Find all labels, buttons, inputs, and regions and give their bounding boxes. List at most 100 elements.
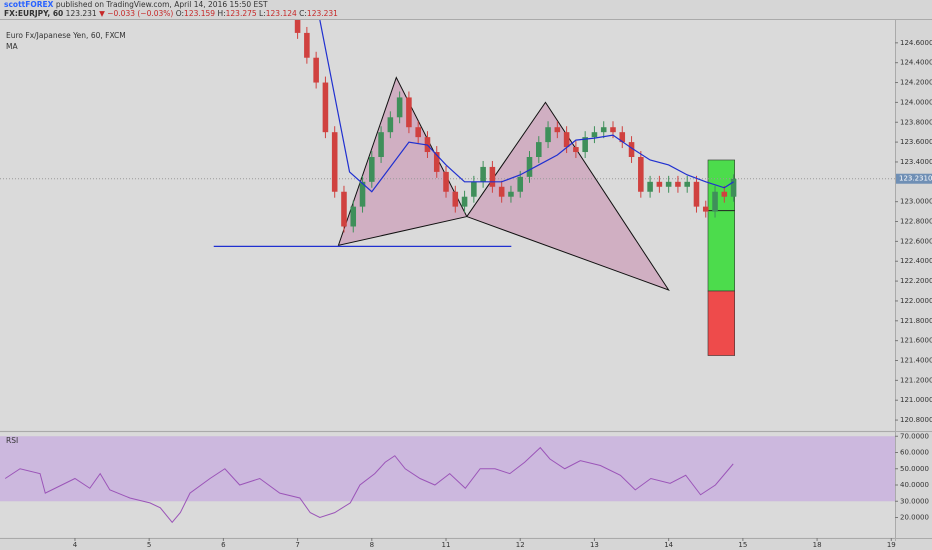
- candle-body: [563, 132, 570, 148]
- last-price-box: [896, 173, 932, 184]
- header-line: FX:EURJPY, 60 123.231 ▼ −0.033 (−0.03%) …: [4, 9, 338, 18]
- y-tick-label: 121.6000: [900, 337, 932, 345]
- x-tick-label: 5: [147, 541, 151, 549]
- candle-body: [591, 132, 598, 138]
- price-pane: [0, 20, 895, 430]
- rsi-band: [0, 436, 895, 502]
- candle-body: [665, 181, 672, 187]
- y-tick-label: 124.4000: [900, 59, 932, 67]
- candle-body: [433, 152, 440, 172]
- y-tick-label: 122.4000: [900, 257, 932, 265]
- candle-body: [628, 142, 635, 157]
- candle-body: [452, 191, 459, 207]
- x-tick-label: 12: [516, 541, 525, 549]
- last-price-label: 123.2310: [899, 175, 932, 183]
- h-label: H:: [217, 9, 226, 18]
- axes: 123.2310 120.8000 121.0000 121.2000 121.4000…: [73, 39, 932, 549]
- o-label: O:: [175, 9, 185, 18]
- y-tick-label: 121.0000: [900, 396, 932, 404]
- candle-body: [369, 156, 375, 182]
- legend: Euro Fx/Japanese Yen, 60, FXCM MA: [6, 30, 126, 52]
- candle-body: [638, 156, 644, 192]
- y-tick-label: 122.6000: [900, 237, 932, 245]
- x-tick-label: 4: [73, 541, 78, 549]
- candle-body: [471, 181, 477, 197]
- o-value: 123.159: [184, 9, 216, 18]
- legend-entry: MA: [6, 42, 18, 51]
- candle-body: [396, 97, 403, 118]
- y-tick-label: 30.0000: [900, 497, 929, 505]
- candle-body: [721, 191, 728, 197]
- loss-zone: [707, 290, 736, 356]
- profit-zone: [707, 159, 736, 292]
- y-tick-label: 121.4000: [900, 357, 932, 365]
- candle-body: [480, 166, 486, 182]
- h-value: 123.275: [225, 9, 257, 18]
- y-tick-label: 50.0000: [900, 465, 929, 473]
- x-tick-label: 19: [887, 541, 896, 549]
- moving-average: [319, 20, 734, 193]
- candle-body: [387, 117, 394, 133]
- x-tick-label: 11: [442, 541, 451, 549]
- x-tick-label: 18: [813, 541, 822, 549]
- candle-body: [331, 132, 338, 192]
- y-tick-label: 60.0000: [900, 449, 929, 457]
- candle-body: [684, 181, 690, 187]
- x-tick-label: 7: [295, 541, 299, 549]
- x-tick-label: 14: [664, 541, 673, 549]
- x-tick-label: 8: [370, 541, 374, 549]
- l-label: L:: [259, 9, 266, 18]
- y-tick-label: 123.4000: [900, 158, 932, 166]
- change: ▼ −0.033 (−0.03%): [99, 9, 174, 18]
- candle-body: [712, 191, 718, 212]
- y-tick-label: 120.8000: [900, 416, 932, 424]
- candle-body: [415, 127, 421, 138]
- y-tick-label: 124.2000: [900, 79, 932, 87]
- last: 123.231: [65, 9, 97, 18]
- candle-body: [573, 147, 579, 153]
- y-tick-label: 121.2000: [900, 376, 932, 384]
- rsi-title: RSI: [6, 436, 19, 445]
- x-tick-label: 6: [221, 541, 226, 549]
- y-tick-label: 123.0000: [900, 198, 932, 206]
- x-tick-label: 13: [590, 541, 599, 549]
- candle-body: [545, 127, 551, 143]
- candle-body: [582, 137, 588, 153]
- candle-body: [489, 166, 496, 187]
- candle-body: [517, 176, 524, 192]
- y-tick-label: 124.6000: [900, 39, 932, 47]
- l-value: 123.124: [265, 9, 297, 18]
- candle-body: [600, 127, 607, 133]
- legend-title: Euro Fx/Japanese Yen, 60, FXCM: [6, 31, 126, 40]
- harmonic-pattern: [337, 76, 468, 247]
- candle-body: [304, 32, 310, 58]
- candle-body: [610, 127, 616, 133]
- rsi-plot: [0, 436, 895, 524]
- candle-body: [554, 127, 561, 133]
- y-tick-label: 122.2000: [900, 277, 932, 285]
- y-tick-label: 70.0000: [900, 432, 929, 440]
- candle-body: [702, 206, 709, 212]
- y-tick-label: 123.8000: [900, 118, 932, 126]
- symbol: FX:EURJPY, 60: [4, 9, 64, 18]
- publisher: scottFOREX: [4, 0, 54, 9]
- c-value: 123.231: [306, 9, 338, 18]
- candle-body: [341, 191, 347, 227]
- candle-body: [294, 20, 301, 33]
- y-tick-label: 122.0000: [900, 297, 932, 305]
- candle-body: [675, 181, 681, 187]
- x-tick-label: 15: [738, 541, 747, 549]
- published: published on TradingView.com, April 14, …: [55, 0, 268, 9]
- candle-body: [535, 142, 542, 157]
- candle-body: [693, 181, 700, 207]
- candle-body: [730, 178, 737, 197]
- y-tick-label: 122.8000: [900, 218, 932, 226]
- y-tick-label: 121.8000: [900, 317, 932, 325]
- candle-body: [350, 206, 357, 227]
- candle-body: [526, 156, 533, 177]
- candle-body: [461, 196, 468, 207]
- candle-body: [647, 181, 653, 192]
- candle-body: [656, 181, 663, 187]
